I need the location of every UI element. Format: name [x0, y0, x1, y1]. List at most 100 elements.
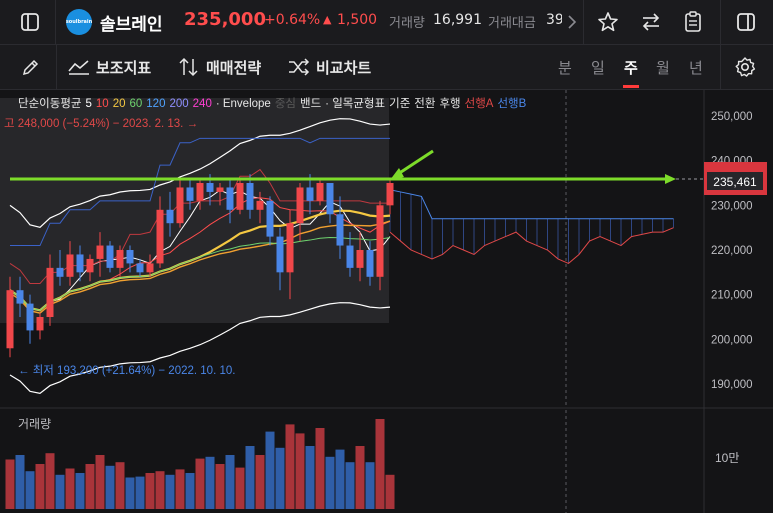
candle-body	[326, 183, 334, 215]
candle-body	[26, 303, 34, 331]
indicators-button[interactable]: 보조지표	[68, 45, 151, 89]
legend-ichimoku: · 일목균형표	[325, 96, 385, 110]
candle-body	[286, 223, 294, 273]
volume-bar	[35, 464, 45, 509]
volume-bar	[335, 449, 345, 509]
volume-bar	[325, 456, 335, 509]
candle-body	[46, 267, 54, 317]
legend-ma-240: 240	[193, 98, 212, 110]
swap-icon[interactable]	[637, 0, 665, 44]
period-year-tab[interactable]: 년	[689, 58, 703, 77]
period-month-tab[interactable]: 월	[656, 58, 670, 77]
chevron-right-icon[interactable]	[562, 0, 582, 44]
updown-arrows-icon	[179, 57, 198, 77]
legend-ma-120: 120	[146, 98, 165, 110]
legend-band: 밴드	[300, 97, 321, 110]
legend-ichimoku-item: 후행	[439, 97, 460, 110]
candle-body	[186, 187, 194, 201]
candle-body	[106, 245, 114, 268]
volume-bar	[75, 473, 85, 509]
change-up-icon: ▲	[323, 13, 332, 26]
volume-bar	[5, 459, 15, 509]
candle-body	[66, 254, 74, 277]
volume-bar	[185, 473, 195, 509]
legend-span-b: 선행B	[497, 97, 526, 110]
candle-body	[236, 183, 244, 210]
stock-logo-text: soulbrain	[65, 19, 93, 25]
compare-label: 비교차트	[316, 58, 372, 77]
legend-ma-10: 10	[96, 98, 109, 110]
chart-toolbar: 보조지표 매매전략 비교차트 분 일 주 월 년	[0, 45, 773, 90]
trade-value-label: 거래대금	[488, 16, 536, 31]
legend-ma-label: 단순이동평균	[18, 97, 81, 110]
price-tick-label: 200,000	[711, 334, 753, 346]
sidebar-toggle-icon[interactable]	[16, 0, 44, 44]
volume-bar	[65, 468, 75, 509]
candle-body	[56, 267, 64, 277]
period-day-tab[interactable]: 일	[591, 58, 605, 77]
stock-logo: soulbrain	[66, 9, 92, 35]
volume-bar	[235, 467, 245, 509]
pencil-icon[interactable]	[18, 45, 44, 89]
trade-value-value: 39	[546, 12, 562, 28]
legend-band-center: 중심	[275, 97, 296, 110]
price-tick-label: 190,000	[711, 379, 753, 391]
volume-bar	[345, 462, 355, 509]
volume-bar	[225, 455, 235, 509]
volume-bar	[95, 455, 105, 509]
volume-label: 거래량	[389, 16, 425, 31]
volume-bar	[315, 428, 325, 509]
high-annotation: 고 248,000 (−5.24%) − 2023. 2. 13. →	[4, 118, 198, 130]
volume-bar	[205, 456, 215, 509]
price-tick-label: 220,000	[711, 245, 753, 257]
legend-ichimoku-item: 전환	[414, 97, 436, 110]
ma60-line	[9, 237, 391, 311]
ma-base-line	[9, 220, 391, 314]
candle-body	[6, 290, 14, 349]
compare-button[interactable]: 비교차트	[288, 45, 371, 89]
shuffle-icon	[289, 58, 310, 76]
volume-bar	[375, 419, 385, 509]
legend-ma-200: 200	[169, 98, 188, 110]
current-price-tag: 235,461	[713, 175, 757, 189]
candle-body	[166, 209, 174, 224]
change-percent: +0.64%	[264, 12, 321, 28]
candle-body	[16, 290, 24, 304]
strategy-button[interactable]: 매매전략	[178, 45, 261, 89]
volume-bar	[385, 474, 395, 509]
period-minute-tab[interactable]: 분	[558, 58, 572, 77]
price-tick-label: 210,000	[711, 290, 753, 302]
clipboard-icon[interactable]	[679, 0, 707, 44]
legend-span-a: 선행A	[465, 97, 494, 110]
price-chart[interactable]: 250,000240,000230,000220,000210,000200,0…	[0, 90, 773, 513]
candle-body	[86, 258, 94, 273]
candle-body	[336, 214, 344, 246]
candle-body	[176, 187, 184, 224]
volume-bar	[215, 464, 225, 509]
candle-body	[136, 263, 144, 273]
candle-body	[266, 200, 274, 237]
candle-body	[126, 250, 134, 264]
volume-bar	[135, 476, 145, 509]
candle-body	[246, 183, 254, 210]
volume-bar	[115, 462, 125, 509]
stock-name[interactable]: 솔브레인	[100, 15, 163, 35]
volume-bar	[55, 474, 65, 509]
volume-bar	[305, 446, 315, 509]
candle-body	[216, 187, 224, 192]
candle-body	[346, 245, 354, 268]
panel-toggle-icon[interactable]	[732, 0, 760, 44]
candle-body	[226, 187, 234, 210]
candle-body	[356, 250, 364, 268]
candle-body	[256, 200, 264, 210]
star-icon[interactable]	[594, 0, 622, 44]
span-b-line	[389, 189, 674, 220]
volume-bar	[15, 455, 25, 509]
period-week-tab[interactable]: 주	[624, 58, 638, 77]
candle-body	[386, 183, 394, 206]
candle-body	[316, 183, 324, 201]
candle-body	[156, 209, 164, 264]
indicator-line-icon	[68, 60, 89, 75]
settings-gear-icon[interactable]	[732, 45, 758, 89]
candle-body	[146, 263, 154, 273]
